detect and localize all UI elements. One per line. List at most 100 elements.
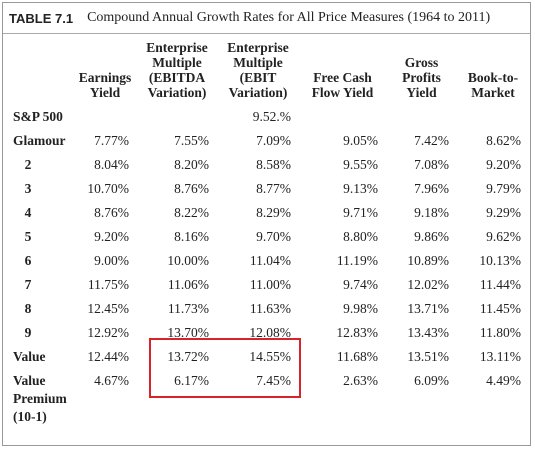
- value-cell: 9.20%: [486, 157, 521, 172]
- highlight-box: [149, 338, 301, 398]
- value-cell: 8.76%: [94, 205, 129, 220]
- value-cell: 4.67%: [94, 373, 129, 388]
- value-cell: 7.08%: [414, 157, 449, 172]
- value-cell: 8.58%: [256, 157, 291, 172]
- table-row: 8 12.45% 11.73% 11.63% 9.98% 13.71% 11.45%: [3, 298, 529, 322]
- value-cell: 12.08%: [249, 325, 291, 340]
- table-row: 3 10.70% 8.76% 8.77% 9.13% 7.96% 9.79%: [3, 178, 529, 202]
- data-table: Earnings Yield Enterprise Multiple (EBITD…: [3, 34, 529, 426]
- value-cell: 7.77%: [94, 133, 129, 148]
- table-title: Compound Annual Growth Rates for All Pri…: [87, 10, 491, 25]
- value-cell: 9.52.%: [252, 109, 291, 124]
- value-cell: 10.70%: [87, 181, 129, 196]
- table-row: Value 12.44% 13.72% 14.55% 11.68% 13.51% 13.11…: [3, 346, 529, 370]
- value-cell: 9.79%: [486, 181, 521, 196]
- table-row: Glamour 7.77% 7.55% 7.09% 9.05% 7.42% 8.62%: [3, 130, 529, 154]
- value-cell: 13.43%: [407, 325, 449, 340]
- value-cell: 9.29%: [486, 205, 521, 220]
- row-label: Glamour: [13, 133, 66, 148]
- empty-cell: [386, 106, 457, 130]
- value-cell: 10.13%: [479, 253, 521, 268]
- row-label: 9: [24, 325, 32, 340]
- row-label: 4: [24, 205, 32, 220]
- table-row: 5 9.20% 8.16% 9.70% 8.80% 9.86% 9.62%: [3, 226, 529, 250]
- value-cell: 11.80%: [479, 325, 521, 340]
- value-cell: 11.04%: [249, 253, 291, 268]
- value-cell: 2.63%: [343, 373, 378, 388]
- value-cell: 11.44%: [479, 277, 521, 292]
- value-cell: 9.20%: [94, 229, 129, 244]
- value-cell: 7.55%: [174, 133, 209, 148]
- row-label: 3: [24, 181, 32, 196]
- value-cell: 11.00%: [249, 277, 291, 292]
- value-cell: 7.42%: [414, 133, 449, 148]
- value-cell: 8.77%: [256, 181, 291, 196]
- column-header: Book-to- Market: [467, 70, 519, 100]
- empty-cell: [299, 106, 386, 130]
- value-cell: 11.68%: [336, 349, 378, 364]
- value-cell: 9.70%: [256, 229, 291, 244]
- value-cell: 11.75%: [87, 277, 129, 292]
- value-cell: 9.86%: [414, 229, 449, 244]
- table-frame: TABLE 7.1 Compound Annual Growth Rates f…: [2, 2, 531, 446]
- table-row: 4 8.76% 8.22% 8.29% 9.71% 9.18% 9.29%: [3, 202, 529, 226]
- value-cell: 9.62%: [486, 229, 521, 244]
- value-cell: 8.62%: [486, 133, 521, 148]
- value-cell: 13.51%: [407, 349, 449, 364]
- value-cell: 13.71%: [407, 301, 449, 316]
- table-row: 6 9.00% 10.00% 11.04% 11.19% 10.89% 10.13%: [3, 250, 529, 274]
- table-row: 2 8.04% 8.20% 8.58% 9.55% 7.08% 9.20%: [3, 154, 529, 178]
- row-label: 6: [24, 253, 32, 268]
- value-cell: 10.00%: [167, 253, 209, 268]
- value-cell: 14.55%: [249, 349, 291, 364]
- value-cell: 8.22%: [174, 205, 209, 220]
- column-header: Enterprise Multiple (EBIT Variation): [227, 40, 289, 100]
- value-cell: 8.80%: [343, 229, 378, 244]
- value-cell: 9.05%: [343, 133, 378, 148]
- value-cell: 11.19%: [336, 253, 378, 268]
- value-cell: 9.13%: [343, 181, 378, 196]
- empty-cell: [73, 106, 137, 130]
- table-row: Value Premium (10-1) 4.67% 6.17% 7.45% 2.63%…: [3, 370, 529, 426]
- row-label: Value Premium (10-1): [13, 373, 67, 424]
- value-cell: 8.29%: [256, 205, 291, 220]
- value-cell: 13.70%: [167, 325, 209, 340]
- corner-cell: [3, 34, 73, 106]
- value-cell: 9.55%: [343, 157, 378, 172]
- value-cell: 9.00%: [94, 253, 129, 268]
- table-header: TABLE 7.1 Compound Annual Growth Rates f…: [3, 3, 530, 34]
- value-cell: 11.06%: [167, 277, 209, 292]
- value-cell: 7.96%: [414, 181, 449, 196]
- value-cell: 6.09%: [414, 373, 449, 388]
- value-cell: 7.45%: [256, 373, 291, 388]
- header-row: Earnings Yield Enterprise Multiple (EBITD…: [3, 34, 529, 106]
- value-cell: 8.16%: [174, 229, 209, 244]
- value-cell: 6.17%: [174, 373, 209, 388]
- row-label: 5: [24, 229, 32, 244]
- value-cell: 8.20%: [174, 157, 209, 172]
- column-header: Free Cash Flow Yield: [311, 70, 374, 100]
- value-cell: 11.63%: [249, 301, 291, 316]
- value-cell: 7.09%: [256, 133, 291, 148]
- column-header: Gross Profits Yield: [402, 55, 441, 100]
- value-cell: 4.49%: [486, 373, 521, 388]
- column-header: Earnings Yield: [78, 70, 132, 100]
- column-header: Enterprise Multiple (EBITDA Variation): [146, 40, 208, 100]
- row-label: 8: [24, 301, 32, 316]
- value-cell: 8.04%: [94, 157, 129, 172]
- row-label: S&P 500: [13, 109, 63, 124]
- value-cell: 9.18%: [414, 205, 449, 220]
- value-cell: 12.44%: [87, 349, 129, 364]
- value-cell: 8.76%: [174, 181, 209, 196]
- row-label: Value: [13, 349, 46, 364]
- table-row: 7 11.75% 11.06% 11.00% 9.74% 12.02% 11.44%: [3, 274, 529, 298]
- value-cell: 9.98%: [343, 301, 378, 316]
- value-cell: 12.92%: [87, 325, 129, 340]
- table-row: S&P 500 9.52.%: [3, 106, 529, 130]
- value-cell: 12.83%: [336, 325, 378, 340]
- table-label: TABLE 7.1: [9, 10, 74, 26]
- value-cell: 12.02%: [407, 277, 449, 292]
- value-cell: 12.45%: [87, 301, 129, 316]
- row-label: 2: [24, 157, 32, 172]
- value-cell: 9.74%: [343, 277, 378, 292]
